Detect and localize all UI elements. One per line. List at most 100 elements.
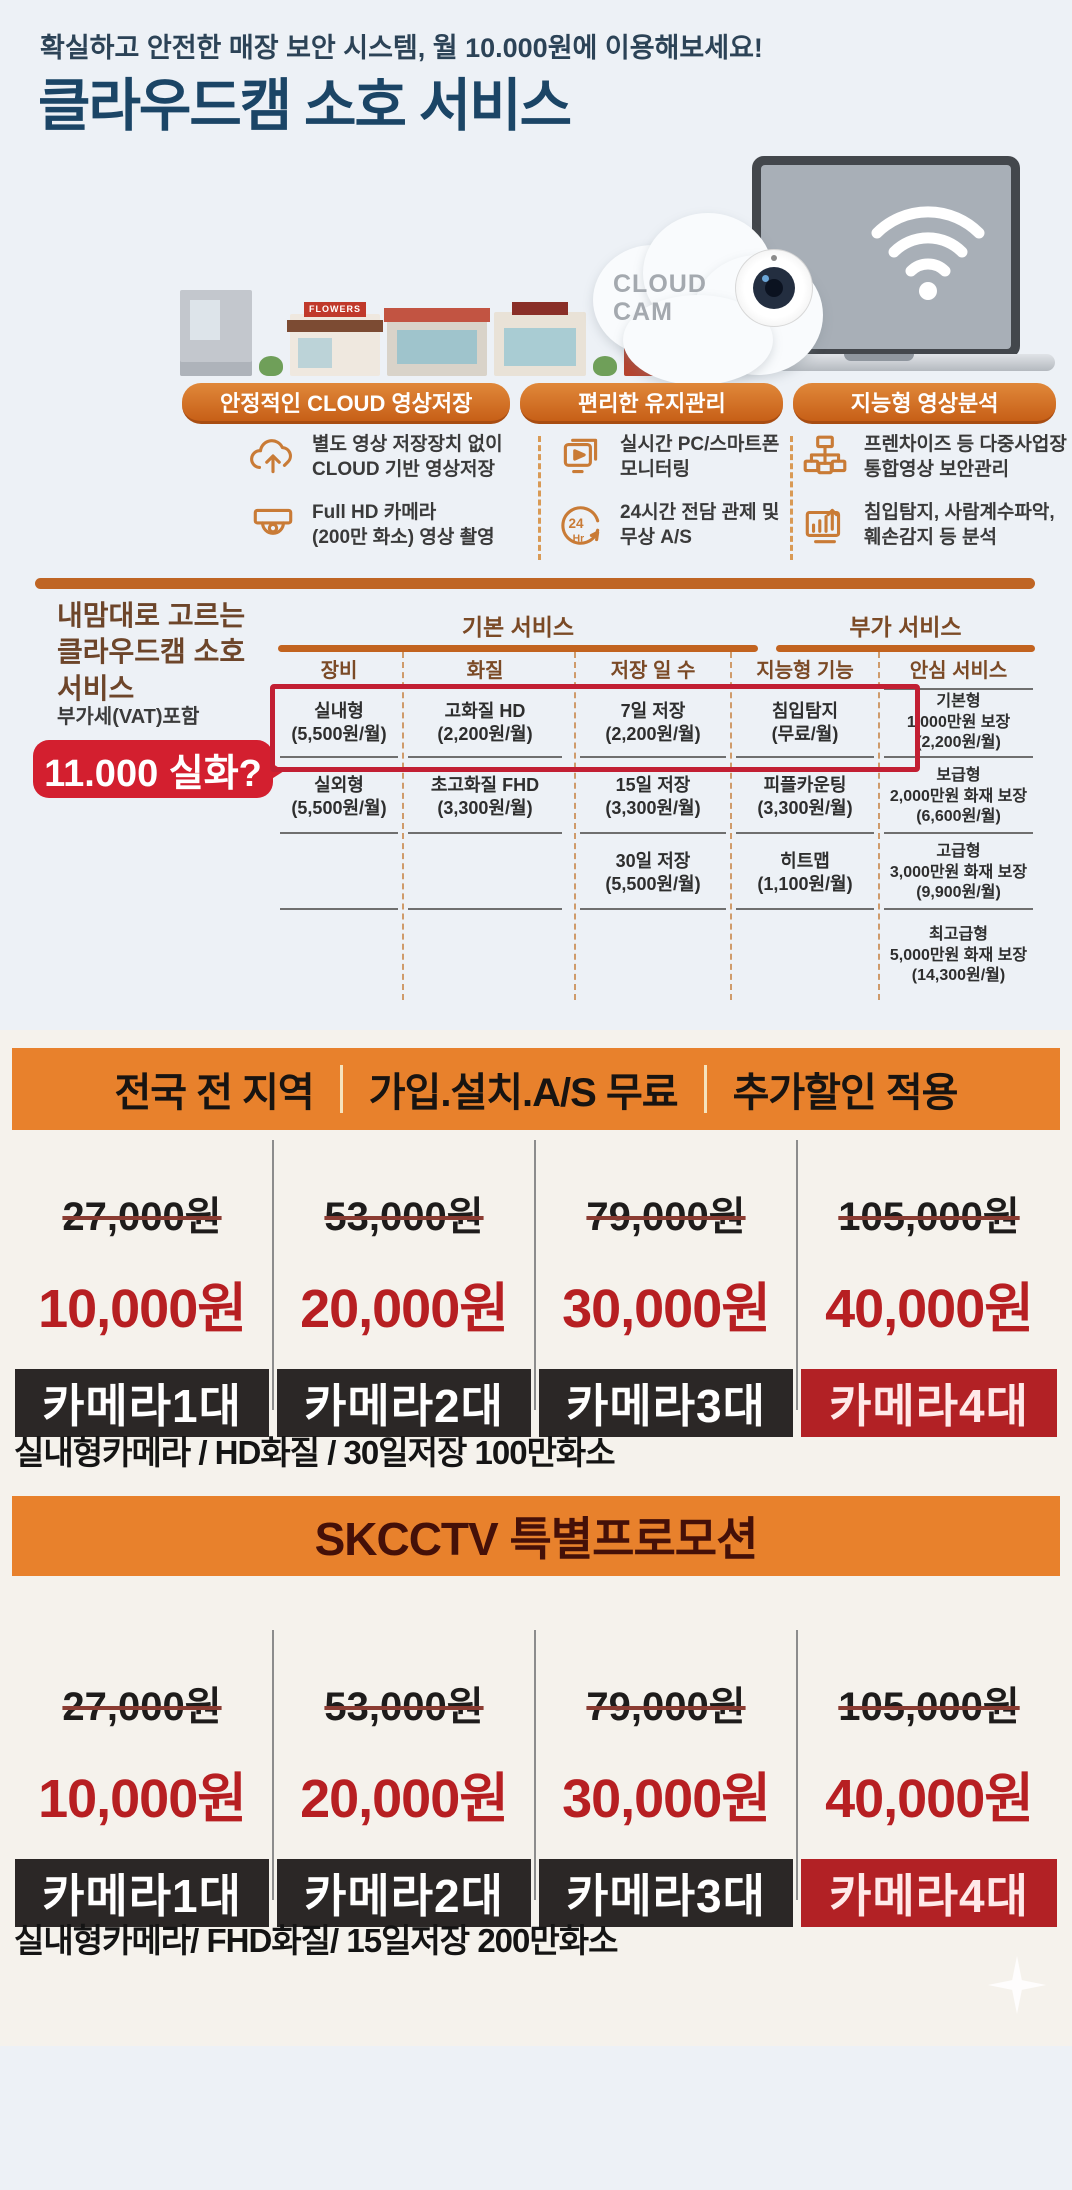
promo-section: 전국 전 지역 가입.설치.A/S 무료 추가할인 적용 27,000원 10,… xyxy=(0,1030,1072,2046)
cell-divider xyxy=(580,908,726,910)
pill-maintenance: 편리한 유지관리 xyxy=(520,383,784,424)
cell-divider xyxy=(408,756,562,758)
vat-note: 부가세(VAT)포함 xyxy=(57,706,200,728)
banner-item: 전국 전 지역 xyxy=(114,1071,315,1115)
cell-divider xyxy=(408,832,562,834)
banner-item: 추가할인 적용 xyxy=(732,1071,959,1115)
svg-text:24: 24 xyxy=(569,516,585,531)
price-card: 27,000원 10,000원 카메라1대 xyxy=(12,1630,274,1927)
sale-price: 40,000원 xyxy=(825,1769,1034,1829)
camera-count-label: 카메라4대 xyxy=(801,1369,1057,1437)
price-card: 79,000원 30,000원 카메라3대 xyxy=(536,1630,798,1927)
cell-divider xyxy=(280,832,398,834)
network-icon xyxy=(803,435,847,475)
column-header-quality: 화질 xyxy=(466,659,504,682)
table-cell: 기본형 1,000만원 보장 (2,200원/월) xyxy=(906,693,1011,752)
feature-item: Full HD 카메라 (200만 화소) 영상 촬영 xyxy=(248,500,540,550)
cell-divider xyxy=(884,908,1033,910)
sale-price: 20,000원 xyxy=(300,1279,509,1339)
column-divider xyxy=(730,652,732,1000)
column-header-storage-days: 저장 일 수 xyxy=(610,659,696,682)
special-promo-banner: SKCCTV 특별프로모션 xyxy=(12,1496,1060,1576)
svg-text:Hr: Hr xyxy=(573,534,585,545)
page-tagline: 확실하고 안전한 매장 보안 시스템, 월 10.000원에 이용해보세요! xyxy=(40,33,763,63)
camera-count-label: 카메라2대 xyxy=(277,1859,531,1927)
feature-divider xyxy=(538,436,541,560)
feature-item: 별도 영상 저장장치 없이 CLOUD 기반 영상저장 xyxy=(248,432,540,482)
cell-divider xyxy=(736,908,874,910)
feature-column-3: 프렌차이즈 등 다중사업장 통합영상 보안관리 침입탐지, 사람계수파악, 훼손… xyxy=(800,432,1068,550)
feature-text: 침입탐지, 사람계수파악, 훼손감지 등 분석 xyxy=(864,502,1055,549)
column-divider xyxy=(402,652,404,1000)
price-card-highlight: 105,000원 40,000원 카메라4대 xyxy=(798,1140,1060,1437)
price-badge: 11.000 실화? xyxy=(33,740,273,798)
feature-text: 프렌차이즈 등 다중사업장 통합영상 보안관리 xyxy=(864,434,1067,481)
cloud-cam-illustration: CLOUD CAM xyxy=(583,205,835,393)
camera-count-label: 카메라1대 xyxy=(15,1859,269,1927)
sale-price: 10,000원 xyxy=(38,1769,247,1829)
group-underline xyxy=(776,645,1035,652)
old-price: 79,000원 xyxy=(586,1685,746,1729)
price-card: 27,000원 10,000원 카메라1대 xyxy=(12,1140,274,1437)
camera-count-label: 카메라4대 xyxy=(801,1859,1057,1927)
sale-price: 30,000원 xyxy=(562,1769,771,1829)
price-grid-1: 27,000원 10,000원 카메라1대 53,000원 20,000원 카메… xyxy=(12,1140,1060,1437)
highlighted-plan-box xyxy=(270,684,920,772)
sale-price: 20,000원 xyxy=(300,1769,509,1829)
banner-item: 가입.설치.A/S 무료 xyxy=(368,1071,679,1115)
camera-count-label: 카메라2대 xyxy=(277,1369,531,1437)
feature-divider xyxy=(790,436,793,560)
cell-divider xyxy=(280,908,398,910)
price-card-highlight: 105,000원 40,000원 카메라4대 xyxy=(798,1630,1060,1927)
table-cell: 15일 저장 (3,300원/월) xyxy=(605,774,701,818)
old-price: 53,000원 xyxy=(324,1685,484,1729)
sale-price: 30,000원 xyxy=(562,1279,771,1339)
feature-item: 침입탐지, 사람계수파악, 훼손감지 등 분석 xyxy=(800,500,1068,550)
pill-video-analysis: 지능형 영상분석 xyxy=(793,383,1056,424)
table-cell: 초고화질 FHD (3,300원/월) xyxy=(430,774,540,818)
cell-divider xyxy=(580,756,726,758)
table-cell: 고화질 HD (2,200원/월) xyxy=(437,700,533,744)
camera-count-label: 카메라3대 xyxy=(539,1859,793,1927)
banner-separator xyxy=(339,1065,343,1113)
camera-icon xyxy=(735,249,813,327)
table-cell: 보급형 2,000만원 화재 보장 (6,600원/월) xyxy=(889,767,1028,826)
column-divider xyxy=(878,652,880,1000)
cloud-cam-label: CLOUD CAM xyxy=(613,270,707,326)
cloud-upload-icon xyxy=(250,439,292,474)
old-price: 53,000원 xyxy=(324,1195,484,1239)
group-underline xyxy=(278,645,758,652)
table-cell: 실내형 (5,500원/월) xyxy=(291,700,387,744)
feature-text: 24시간 전담 관제 및 무상 A/S xyxy=(620,502,780,549)
column-header-equipment: 장비 xyxy=(320,659,358,682)
cell-divider xyxy=(884,688,1033,690)
feature-item: 24 Hr 24시간 전담 관제 및 무상 A/S xyxy=(556,500,812,550)
column-header-assurance: 안심 서비스 xyxy=(909,659,1008,682)
wifi-icon xyxy=(871,206,985,300)
price-grid-2: 27,000원 10,000원 카메라1대 53,000원 20,000원 카메… xyxy=(12,1630,1060,1927)
grid-1-caption: 실내형카메라 / HD화질 / 30일저장 100만화소 xyxy=(14,1434,616,1471)
old-price: 105,000원 xyxy=(838,1685,1020,1729)
page-title: 클라우드캠 소호 서비스 xyxy=(38,74,572,138)
cell-divider xyxy=(408,908,562,910)
table-cell: 실외형 (5,500원/월) xyxy=(291,774,387,818)
plan-intro-title: 내맘대로 고르는 클라우드캠 소호 서비스 xyxy=(57,600,246,704)
feature-text: 실시간 PC/스마트폰 모니터링 xyxy=(620,434,780,481)
shop-building xyxy=(384,308,490,376)
table-cell: 최고급형 5,000만원 화재 보장 (14,300원/월) xyxy=(889,926,1028,985)
old-price: 27,000원 xyxy=(62,1195,222,1239)
feature-item: 프렌차이즈 등 다중사업장 통합영상 보안관리 xyxy=(800,432,1068,482)
sale-price: 10,000원 xyxy=(38,1279,247,1339)
cell-divider xyxy=(736,832,874,834)
analytics-icon xyxy=(805,509,841,544)
table-cell: 침입탐지 (무료/월) xyxy=(771,700,839,744)
flower-shop: FLOWERS xyxy=(287,302,383,376)
plan-table: 기본 서비스 부가 서비스 장비 화질 저장 일 수 지능형 기능 안심 서비스… xyxy=(270,606,1038,1006)
shop-sign: FLOWERS xyxy=(304,302,366,317)
feature-item: 실시간 PC/스마트폰 모니터링 xyxy=(556,432,812,482)
pill-cloud-storage: 안정적인 CLOUD 영상저장 xyxy=(182,383,511,424)
price-card: 53,000원 20,000원 카메라2대 xyxy=(274,1140,536,1437)
price-card: 53,000원 20,000원 카메라2대 xyxy=(274,1630,536,1927)
feature-text: 별도 영상 저장장치 없이 CLOUD 기반 영상저장 xyxy=(312,434,503,481)
